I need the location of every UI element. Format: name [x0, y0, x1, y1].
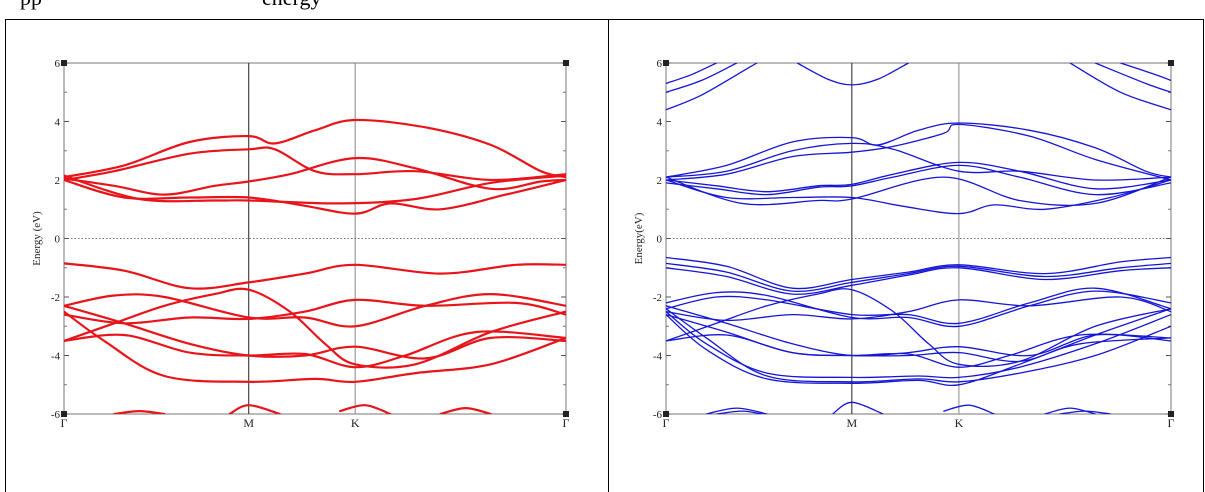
band-line: [666, 310, 1171, 379]
band-line: [715, 410, 763, 414]
band-line: [666, 122, 1171, 178]
y-tick-label: -6: [51, 409, 61, 421]
corner-marker: [663, 60, 669, 66]
table-frame: [5, 19, 1204, 492]
band-line: [666, 296, 1171, 322]
band-line: [1094, 63, 1171, 93]
band-line: [666, 290, 1171, 328]
y-tick-label: -6: [653, 409, 663, 421]
band-line: [64, 330, 566, 369]
band-line: [666, 262, 1171, 293]
band-line: [64, 174, 566, 205]
band-line: [666, 123, 1171, 181]
y-tick-label: -4: [653, 351, 663, 363]
header-strip: pp energy: [0, 0, 1205, 20]
band-line: [64, 298, 566, 325]
band-line: [666, 176, 1171, 207]
y-tick-label: 6: [657, 58, 663, 70]
y-tick-label: 4: [657, 117, 663, 129]
band-line: [666, 63, 758, 111]
band-line: [64, 310, 566, 384]
x-tick-label: Γ: [563, 416, 570, 430]
corner-marker: [1168, 411, 1174, 417]
band-line: [339, 404, 392, 414]
y-tick-label: 2: [657, 175, 663, 187]
x-tick-label: Γ: [1168, 416, 1175, 430]
y-axis-label: Energy (eV): [31, 211, 43, 266]
band-line: [64, 178, 566, 215]
band-line: [666, 63, 718, 85]
y-tick-label: 6: [55, 58, 61, 70]
band-line: [439, 406, 492, 414]
bands-group: [64, 118, 566, 414]
y-tick-label: 0: [55, 234, 61, 246]
corner-marker: [61, 60, 67, 66]
band-line: [64, 292, 566, 328]
bands-group: [666, 63, 1171, 414]
y-tick-label: -2: [51, 292, 60, 304]
y-tick-label: 2: [55, 175, 61, 187]
band-line: [1044, 407, 1096, 414]
band-line: [64, 146, 566, 182]
band-line: [666, 161, 1171, 193]
band-line: [666, 308, 1171, 383]
band-line: [64, 156, 566, 196]
band-line: [113, 409, 166, 414]
x-tick-label: Γ: [663, 416, 670, 430]
x-tick-label: K: [351, 416, 360, 430]
band-line: [64, 262, 566, 290]
y-tick-label: 4: [55, 117, 61, 129]
band-line: [666, 288, 1171, 367]
band-line: [666, 142, 1171, 181]
y-tick-label: 0: [657, 234, 663, 246]
band-line: [666, 305, 1171, 357]
band-line: [832, 401, 884, 414]
band-line: [705, 407, 768, 414]
band-line: [64, 118, 566, 179]
band-line: [666, 179, 1171, 215]
band-line: [666, 287, 1171, 325]
x-tick-label: M: [847, 416, 858, 430]
band-line: [943, 404, 995, 414]
band-line: [796, 63, 910, 86]
band-line: [64, 287, 566, 369]
band-line: [228, 404, 281, 414]
band-line: [1119, 63, 1171, 82]
band-line: [1069, 63, 1171, 111]
band-line: [666, 164, 1171, 196]
band-line: [64, 304, 566, 360]
corner-marker: [61, 411, 67, 417]
x-tick-label: M: [243, 416, 254, 430]
corner-marker: [563, 60, 569, 66]
y-axis-label: Energy(eV): [633, 212, 645, 264]
corner-marker: [1168, 60, 1174, 66]
x-tick-label: Γ: [61, 416, 68, 430]
band-line: [666, 63, 738, 93]
y-tick-label: -2: [653, 292, 662, 304]
table-column-divider: [608, 19, 609, 492]
corner-marker: [663, 411, 669, 417]
band-line: [666, 267, 1171, 295]
band-line: [666, 256, 1171, 290]
header-caption: pp energy: [20, 0, 321, 11]
band-line: [1059, 410, 1112, 414]
y-tick-label: -4: [51, 351, 61, 363]
plot-frame: [63, 62, 567, 415]
band-line: [666, 308, 1171, 387]
band-line: [666, 333, 1171, 368]
corner-marker: [563, 411, 569, 417]
x-tick-label: K: [955, 416, 964, 430]
